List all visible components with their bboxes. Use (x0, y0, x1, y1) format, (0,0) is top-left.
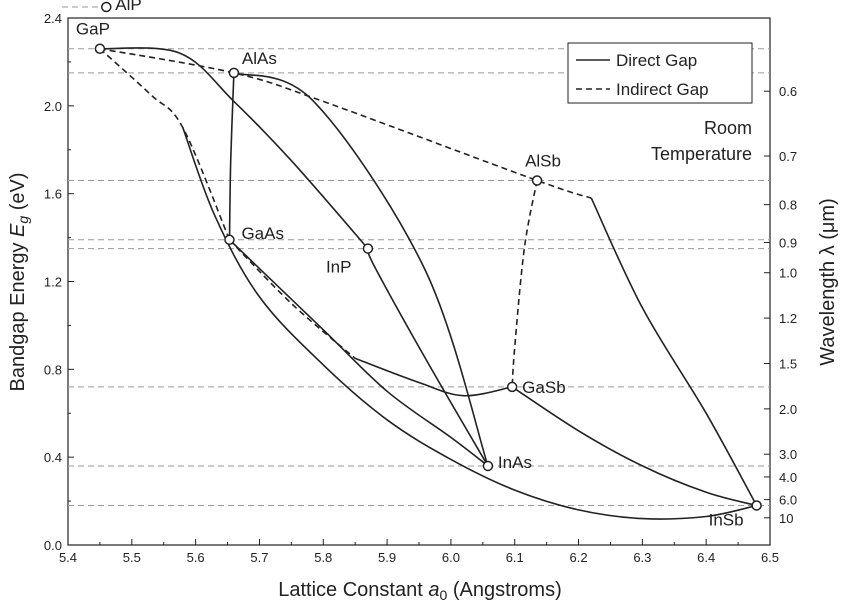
x-tick-label: 5.7 (250, 550, 268, 565)
curves (99, 47, 758, 520)
y2-axis-title: Wavelength λ (μm) (817, 198, 839, 366)
curve-gaas-insb (182, 127, 757, 520)
point-inas (482, 460, 494, 472)
x-axis-ticks: 5.4 5.5 5.6 5.7 5.8 5.9 6.0 6.1 6.2 6.3 6.4 6.5 (59, 539, 779, 565)
point-label-gap: GaP (76, 20, 110, 39)
wavelength-tick-label: 0.7 (779, 149, 797, 164)
point-gaas (224, 234, 235, 246)
room-label: Room (704, 118, 752, 138)
x-tick-label: 5.6 (187, 550, 205, 565)
wavelength-tick-label: 6.0 (779, 493, 797, 508)
curve-alas-inas (233, 72, 489, 467)
curve-gaas-gasb-dashed (228, 239, 356, 360)
y-tick-label: 2.0 (44, 99, 62, 114)
curve-gasb-insb (511, 386, 757, 507)
curve-gap-direct-top (99, 47, 369, 250)
legend: Direct Gap Indirect Gap (567, 42, 753, 104)
material-points: AlP GaP AlAs AlSb GaAs InP GaSb InAs InSb (76, 0, 762, 529)
legend-indirect-label: Indirect Gap (616, 80, 709, 99)
x-tick-label: 6.3 (633, 550, 651, 565)
curve-inp-inas (367, 248, 489, 467)
point-label-alp: AlP (115, 0, 141, 14)
y-tick-label: 0.0 (44, 538, 62, 553)
point-label-alsb: AlSb (525, 151, 561, 170)
point-label-inp: InP (326, 258, 352, 277)
x-tick-label: 6.0 (442, 550, 460, 565)
wavelength-tick-label: 3.0 (779, 447, 797, 462)
wavelength-tick-label: 2.0 (779, 402, 797, 417)
point-label-insb: InSb (709, 510, 744, 529)
y-tick-label: 1.2 (44, 275, 62, 290)
wavelength-tick-label: 1.5 (779, 356, 797, 371)
point-alas (228, 67, 240, 79)
wavelength-tick-label: 0.9 (779, 235, 797, 250)
y-tick-label: 1.6 (44, 187, 62, 202)
x-tick-label: 5.9 (378, 550, 396, 565)
temperature-label: Temperature (651, 144, 752, 164)
point-label-gaas: GaAs (241, 224, 284, 243)
curve-gaas-inas (228, 239, 489, 467)
point-alp (101, 1, 112, 13)
wavelength-tick-label: 1.0 (779, 266, 797, 281)
y-tick-label: 2.4 (44, 11, 62, 26)
curve-alas-gaas (228, 72, 235, 240)
x-tick-label: 6.1 (506, 550, 524, 565)
curve-gap-dashed-top (99, 47, 592, 199)
curve-alsb-insb (590, 197, 758, 506)
point-gasb (506, 381, 518, 393)
y-tick-label: 0.4 (44, 450, 62, 465)
wavelength-tick-label: 10 (779, 511, 793, 526)
y-axis-ticks: 0.0 0.4 0.8 1.2 1.6 2.0 2.4 (44, 11, 74, 553)
x-tick-label: 5.4 (59, 550, 77, 565)
point-label-alas: AlAs (242, 49, 277, 68)
curve-gaas-gap-left (99, 48, 231, 241)
wavelength-tick-label: 1.2 (779, 311, 797, 326)
wavelength-tick-label: 4.0 (779, 470, 797, 485)
point-insb (751, 500, 762, 511)
x-tick-label: 5.8 (314, 550, 332, 565)
point-label-inas: InAs (498, 453, 532, 472)
x-axis-title: Lattice Constant a0 (Angstroms) (278, 579, 561, 603)
point-gap (94, 43, 106, 54)
wavelength-tick-label: 0.8 (779, 198, 797, 213)
point-alsb (531, 175, 543, 186)
wavelength-tick-label: 0.6 (779, 84, 797, 99)
curve-alsb-gasb (511, 180, 538, 387)
legend-box (567, 42, 753, 104)
wavelength-axis-ticks: 0.6 0.7 0.8 0.9 1.0 1.2 1.5 2.0 3.0 4.0 6.0 10 (764, 84, 797, 526)
curve-gaas-gasb-solid (354, 357, 513, 397)
legend-direct-label: Direct Gap (616, 51, 697, 70)
x-tick-label: 6.5 (761, 550, 779, 565)
point-inp (362, 243, 374, 254)
y-axis-title: Bandgap Energy Eg (eV) (7, 172, 31, 391)
x-tick-label: 6.4 (697, 550, 715, 565)
x-tick-label: 6.2 (570, 550, 588, 565)
point-label-gasb: GaSb (522, 378, 565, 397)
y-tick-label: 0.8 (44, 362, 62, 377)
x-tick-label: 5.5 (123, 550, 141, 565)
